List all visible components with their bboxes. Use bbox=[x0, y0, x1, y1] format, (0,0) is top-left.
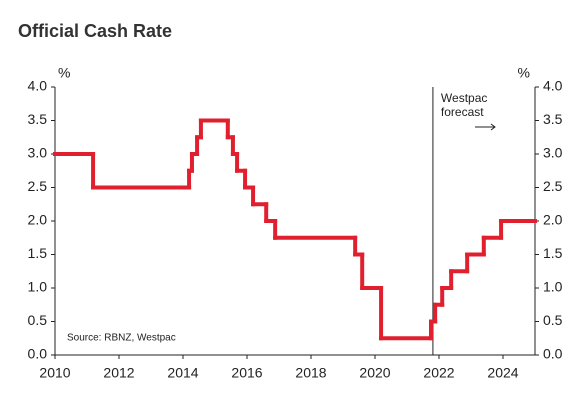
y-unit-left: % bbox=[58, 65, 70, 81]
x-tick-label: 2020 bbox=[359, 365, 390, 381]
forecast-arrowhead bbox=[490, 123, 496, 131]
y2-tick-label: 0.5 bbox=[543, 312, 563, 328]
y2-tick-label: 2.0 bbox=[543, 212, 563, 228]
y-tick-label: 0.5 bbox=[28, 312, 48, 328]
x-tick-label: 2016 bbox=[231, 365, 262, 381]
y2-tick-label: 4.0 bbox=[543, 78, 563, 94]
y2-tick-label: 1.0 bbox=[543, 279, 563, 295]
y-tick-label: 1.0 bbox=[28, 279, 48, 295]
x-tick-label: 2022 bbox=[423, 365, 454, 381]
y2-tick-label: 3.5 bbox=[543, 111, 563, 127]
y-tick-label: 2.0 bbox=[28, 212, 48, 228]
chart-title: Official Cash Rate bbox=[18, 21, 172, 41]
y2-tick-label: 1.5 bbox=[543, 245, 563, 261]
y-tick-label: 1.5 bbox=[28, 245, 48, 261]
y-tick-label: 3.0 bbox=[28, 145, 48, 161]
y-tick-label: 3.5 bbox=[28, 111, 48, 127]
y-tick-label: 0.0 bbox=[28, 346, 48, 362]
y-tick-label: 4.0 bbox=[28, 78, 48, 94]
y2-tick-label: 0.0 bbox=[543, 346, 563, 362]
x-tick-label: 2018 bbox=[295, 365, 326, 381]
x-tick-label: 2010 bbox=[39, 365, 70, 381]
x-tick-label: 2024 bbox=[487, 365, 518, 381]
forecast-label: Westpac bbox=[441, 91, 487, 105]
x-tick-label: 2014 bbox=[167, 365, 198, 381]
y2-tick-label: 3.0 bbox=[543, 145, 563, 161]
y-unit-right: % bbox=[518, 65, 530, 81]
x-tick-label: 2012 bbox=[103, 365, 134, 381]
forecast-label: forecast bbox=[441, 105, 484, 119]
y-tick-label: 2.5 bbox=[28, 178, 48, 194]
y2-tick-label: 2.5 bbox=[543, 178, 563, 194]
source-note: Source: RBNZ, Westpac bbox=[67, 333, 176, 344]
